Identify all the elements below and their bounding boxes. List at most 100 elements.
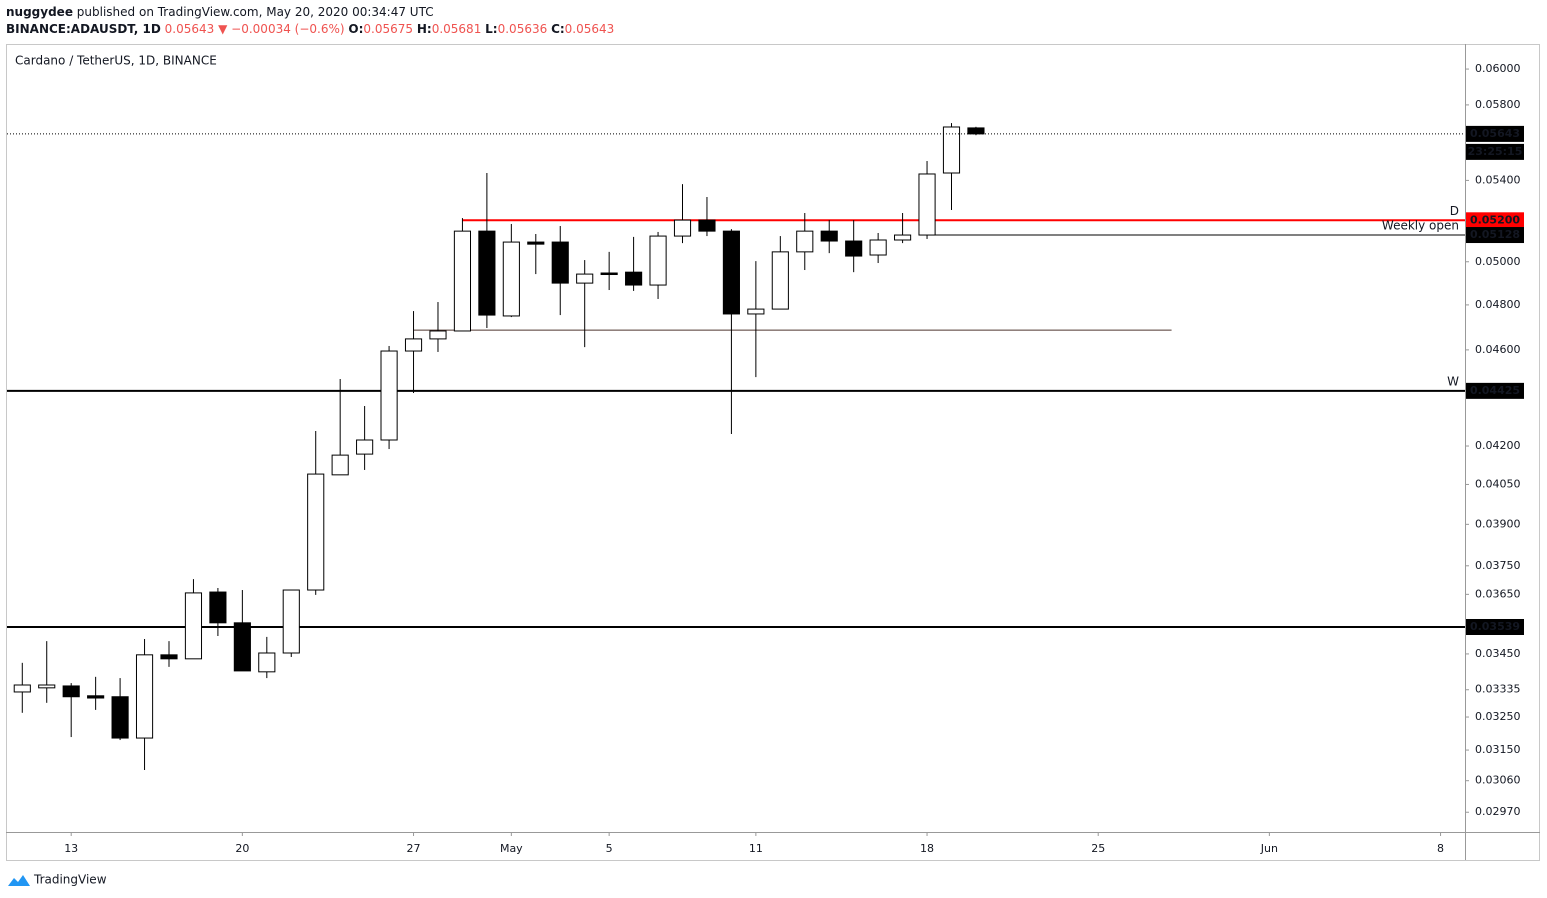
candle-body: [478, 230, 496, 316]
l-value: 0.05636: [497, 22, 548, 36]
candle-body: [894, 234, 912, 241]
publish-line: nuggydee published on TradingView.com, M…: [6, 4, 614, 21]
y-tick-label: 0.04200: [1475, 439, 1521, 452]
frame: [6, 44, 1540, 861]
price-label: 0.05128: [1470, 228, 1520, 241]
y-tick-label: 0.03060: [1475, 774, 1521, 787]
x-tick-label: 5: [606, 842, 613, 855]
countdown: 23:25:15: [1468, 145, 1523, 158]
symbol: BINANCE:ADAUSDT, 1D: [6, 22, 161, 36]
y-tick-label: 0.03900: [1475, 517, 1521, 530]
x-tick-label: 11: [749, 842, 763, 855]
candle-body: [453, 230, 472, 332]
y-tick-label: 0.05000: [1475, 255, 1521, 268]
y-tick-label: 0.03335: [1475, 683, 1521, 696]
candle-body: [796, 230, 814, 253]
price-label: 0.03539: [1470, 620, 1520, 633]
candle-body: [160, 654, 178, 660]
x-tick-label: 13: [64, 842, 78, 855]
candle-body: [184, 592, 203, 660]
y-tick-label: 0.04800: [1475, 298, 1521, 311]
c-value: 0.05643: [564, 22, 615, 36]
c-label: C:: [551, 22, 565, 36]
arrow: ▼: [218, 22, 228, 36]
price-label-box: [1466, 212, 1524, 229]
candle-body: [233, 622, 251, 672]
chart-title: Cardano / TetherUS, 1D, BINANCE: [15, 54, 217, 68]
x-tick-label: 18: [920, 842, 934, 855]
candle-body: [942, 126, 961, 174]
author: nuggydee: [6, 5, 73, 19]
y-tick-label: 0.03450: [1475, 647, 1521, 660]
o-value: 0.05675: [363, 22, 414, 36]
candle-body: [331, 454, 349, 476]
brand: TradingView: [33, 873, 107, 887]
y-tick-label: 0.06000: [1475, 62, 1521, 75]
countdown-box: [1466, 143, 1524, 160]
x-tick-label: 25: [1091, 842, 1105, 855]
level-text: Weekly open: [1382, 219, 1459, 233]
price-label-box: [1466, 125, 1524, 142]
candle-body: [62, 685, 80, 698]
o-label: O:: [348, 22, 364, 36]
candle-body: [967, 127, 985, 135]
header: nuggydee published on TradingView.com, M…: [6, 4, 614, 38]
x-tick-label: 20: [235, 842, 249, 855]
y-tick-label: 0.03250: [1475, 710, 1521, 723]
h-label: H:: [416, 22, 432, 36]
candle-body: [649, 235, 667, 286]
quote-line: BINANCE:ADAUSDT, 1D 0.05643 ▼ −0.00034 (…: [6, 21, 614, 38]
candle-body: [87, 695, 105, 699]
candle-body: [380, 350, 398, 441]
price-label-box: [1466, 618, 1524, 635]
candle-body: [625, 271, 643, 286]
x-tick-label: May: [500, 842, 523, 855]
level-text: D: [1450, 204, 1459, 218]
candle-body: [845, 240, 863, 257]
candle-body: [918, 173, 936, 236]
candle-body: [502, 241, 520, 317]
candle-body: [698, 219, 716, 232]
candle-body: [258, 652, 276, 673]
candle-body: [527, 241, 545, 245]
level-text: W: [1447, 374, 1459, 388]
published: published on TradingView.com, May 20, 20…: [76, 5, 434, 19]
y-tick-label: 0.04050: [1475, 477, 1521, 490]
candle-body: [429, 330, 447, 340]
y-tick-label: 0.03150: [1475, 743, 1521, 756]
candle-body: [747, 308, 765, 315]
logo: TradingView: [8, 873, 107, 887]
candle-body: [13, 684, 31, 693]
candle-body: [771, 251, 789, 310]
candle-body: [673, 219, 692, 237]
candle-body: [576, 273, 594, 284]
x-tick-label: Jun: [1260, 842, 1278, 855]
price-label-box: [1466, 382, 1524, 399]
logo-icon: [8, 875, 30, 886]
price-label-box: [1466, 227, 1524, 244]
y-tick-label: 0.03750: [1475, 559, 1521, 572]
candle-body: [209, 591, 227, 624]
y-tick-label: 0.04600: [1475, 343, 1521, 356]
price-label: 0.04425: [1470, 384, 1520, 397]
l-label: L:: [485, 22, 498, 36]
h-value: 0.05681: [431, 22, 482, 36]
candle-body: [869, 239, 887, 256]
price-label: 0.05643: [1470, 127, 1520, 140]
price-label: 0.05200: [1470, 213, 1520, 226]
candle-body: [551, 241, 569, 284]
candle-body: [722, 230, 740, 315]
candle-body: [282, 589, 300, 654]
candle-body: [307, 473, 325, 591]
y-tick-label: 0.02970: [1475, 805, 1521, 818]
candle-body: [111, 696, 129, 739]
y-tick-label: 0.05400: [1475, 173, 1521, 186]
x-tick-label: 27: [407, 842, 421, 855]
last: 0.05643: [164, 22, 215, 36]
candle-body: [135, 654, 154, 739]
candle-body: [356, 439, 374, 455]
y-tick-label: 0.03650: [1475, 587, 1521, 600]
candle-body: [820, 230, 838, 242]
